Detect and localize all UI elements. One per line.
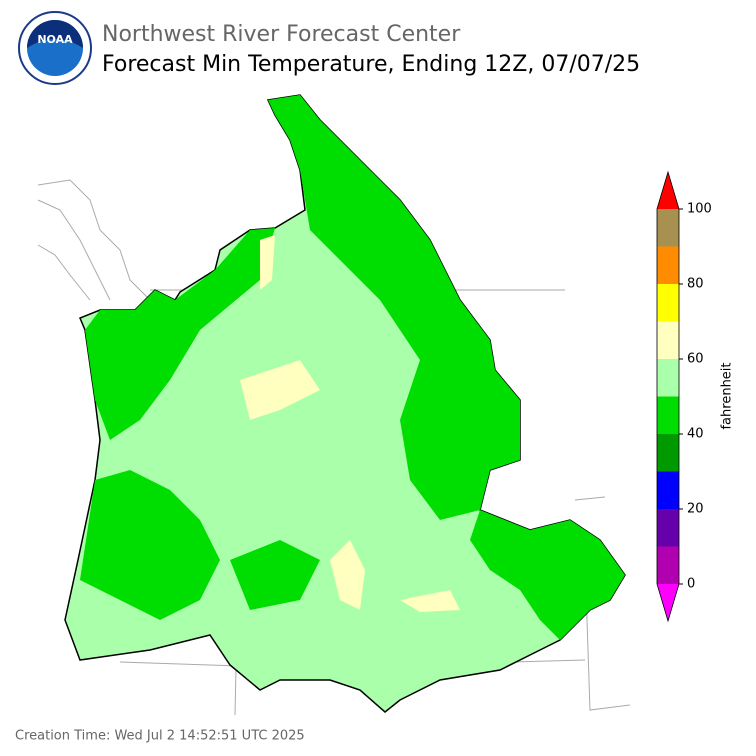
colorbar: 0 20 40 60 80 100 — [656, 170, 712, 623]
colorbar-tick-label: 80 — [687, 277, 704, 292]
colorbar-segment — [657, 509, 679, 547]
title: Northwest River Forecast Center — [102, 22, 461, 47]
colorbar-tick-label: 0 — [687, 577, 695, 592]
colorbar-segment — [657, 359, 679, 397]
colorbar-label: fahrenheit — [720, 362, 735, 429]
colorbar-over — [657, 172, 679, 209]
colorbar-tick-label: 60 — [687, 352, 704, 367]
colorbar-under — [657, 584, 679, 621]
colorbar-tick-label: 40 — [687, 427, 704, 442]
colorbar-segment — [657, 284, 679, 322]
colorbar-segment — [657, 434, 679, 472]
logo-text: NOAA — [37, 33, 73, 46]
colorbar-segment — [657, 546, 679, 584]
subtitle: Forecast Min Temperature, Ending 12Z, 07… — [102, 52, 640, 77]
colorbar-tick-label: 100 — [687, 202, 712, 217]
colorbar-segment — [657, 209, 679, 247]
colorbar-segment — [657, 321, 679, 359]
forecast-map — [64, 94, 626, 713]
noaa-logo: NOAA — [18, 11, 92, 85]
colorbar-tick-label: 20 — [687, 502, 704, 517]
colorbar-segment — [657, 396, 679, 434]
creation-time: Creation Time: Wed Jul 2 14:52:51 UTC 20… — [15, 729, 305, 744]
colorbar-segment — [657, 246, 679, 284]
colorbar-segment — [657, 471, 679, 509]
